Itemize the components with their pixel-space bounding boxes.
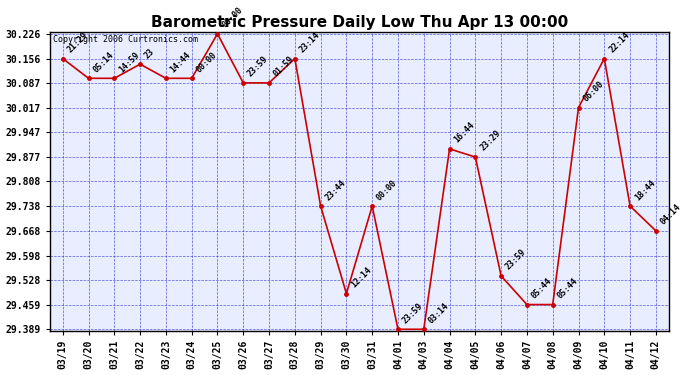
Text: 06:00: 06:00 — [581, 80, 605, 104]
Text: 14:59: 14:59 — [117, 50, 141, 74]
Text: 01:59: 01:59 — [272, 55, 296, 79]
Text: 23:14: 23:14 — [297, 30, 322, 54]
Text: 05:14: 05:14 — [91, 50, 115, 74]
Text: 22:14: 22:14 — [607, 30, 631, 54]
Title: Barometric Pressure Daily Low Thu Apr 13 00:00: Barometric Pressure Daily Low Thu Apr 13… — [150, 15, 568, 30]
Text: 14:44: 14:44 — [168, 50, 193, 74]
Text: 18:44: 18:44 — [633, 178, 657, 202]
Text: Copyright 2006 Curtronics.com: Copyright 2006 Curtronics.com — [53, 35, 198, 44]
Text: 21:29: 21:29 — [66, 30, 90, 54]
Text: 23:59: 23:59 — [401, 301, 425, 325]
Text: 12:14: 12:14 — [349, 266, 373, 290]
Text: 23:44: 23:44 — [324, 178, 348, 202]
Text: 23: 23 — [143, 46, 157, 60]
Text: 05:44: 05:44 — [555, 276, 580, 300]
Text: 16:44: 16:44 — [453, 121, 476, 145]
Text: 05:44: 05:44 — [530, 276, 554, 300]
Text: 00:00: 00:00 — [195, 50, 219, 74]
Text: 23:59: 23:59 — [504, 248, 528, 272]
Text: 23:29: 23:29 — [478, 129, 502, 153]
Text: 04:14: 04:14 — [659, 202, 682, 226]
Text: 23:59: 23:59 — [246, 55, 270, 79]
Text: 00:00: 00:00 — [375, 178, 399, 202]
Text: 03:14: 03:14 — [426, 301, 451, 325]
Text: 00:00: 00:00 — [220, 6, 244, 30]
